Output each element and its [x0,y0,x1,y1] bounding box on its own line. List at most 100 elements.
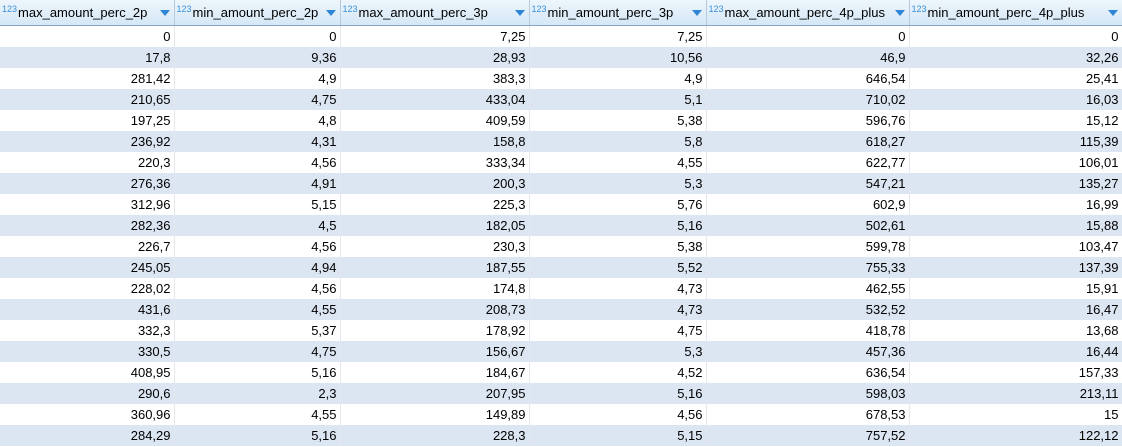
table-row[interactable]: 17,8 9,36 28,93 10,56 46,9 32,26 [0,47,1122,68]
table-cell[interactable]: 330,5 [0,341,175,362]
table-cell[interactable]: 281,42 [0,68,175,89]
table-cell[interactable]: 598,03 [706,383,910,404]
table-cell[interactable]: 622,77 [706,152,910,173]
table-cell[interactable]: 757,52 [706,425,910,446]
table-cell[interactable]: 208,73 [340,299,530,320]
table-cell[interactable]: 418,78 [706,320,910,341]
table-cell[interactable]: 409,59 [340,110,530,131]
table-cell[interactable]: 236,92 [0,131,175,152]
table-cell[interactable]: 17,8 [0,47,175,68]
column-header-min-amount-perc-3p[interactable]: 123 min_amount_perc_3p [529,0,707,26]
table-cell[interactable]: 16,47 [909,299,1122,320]
table-cell[interactable]: 333,34 [340,152,530,173]
table-cell[interactable]: 46,9 [706,47,910,68]
table-row[interactable]: 282,36 4,5 182,05 5,16 502,61 15,88 [0,215,1122,236]
table-cell[interactable]: 5,1 [529,89,707,110]
table-cell[interactable]: 15,88 [909,215,1122,236]
table-cell[interactable]: 602,9 [706,194,910,215]
table-cell[interactable]: 25,41 [909,68,1122,89]
table-cell[interactable]: 210,65 [0,89,175,110]
table-row[interactable]: 312,96 5,15 225,3 5,76 602,9 16,99 [0,194,1122,215]
table-cell[interactable]: 636,54 [706,362,910,383]
table-cell[interactable]: 4,5 [174,215,341,236]
table-row[interactable]: 236,92 4,31 158,8 5,8 618,27 115,39 [0,131,1122,152]
table-cell[interactable]: 547,21 [706,173,910,194]
table-cell[interactable]: 15,91 [909,278,1122,299]
table-cell[interactable]: 245,05 [0,257,175,278]
table-row[interactable]: 360,96 4,55 149,89 4,56 678,53 15 [0,404,1122,425]
column-header-max-amount-perc-4p-plus[interactable]: 123 max_amount_perc_4p_plus [706,0,910,26]
table-cell[interactable]: 5,8 [529,131,707,152]
table-cell[interactable]: 230,3 [340,236,530,257]
table-cell[interactable]: 433,04 [340,89,530,110]
column-header-max-amount-perc-3p[interactable]: 123 max_amount_perc_3p [340,0,530,26]
table-cell[interactable]: 178,92 [340,320,530,341]
table-cell[interactable]: 4,55 [174,299,341,320]
table-cell[interactable]: 408,95 [0,362,175,383]
table-cell[interactable]: 4,9 [529,68,707,89]
table-cell[interactable]: 4,55 [529,152,707,173]
table-cell[interactable]: 5,15 [529,425,707,446]
table-cell[interactable]: 755,33 [706,257,910,278]
table-cell[interactable]: 226,7 [0,236,175,257]
table-cell[interactable]: 32,26 [909,47,1122,68]
table-cell[interactable]: 197,25 [0,110,175,131]
table-cell[interactable]: 13,68 [909,320,1122,341]
table-cell[interactable]: 502,61 [706,215,910,236]
table-cell[interactable]: 599,78 [706,236,910,257]
table-row[interactable]: 408,95 5,16 184,67 4,52 636,54 157,33 [0,362,1122,383]
table-cell[interactable]: 182,05 [340,215,530,236]
table-cell[interactable]: 5,3 [529,173,707,194]
table-cell[interactable]: 4,31 [174,131,341,152]
table-cell[interactable]: 457,36 [706,341,910,362]
table-row[interactable]: 245,05 4,94 187,55 5,52 755,33 137,39 [0,257,1122,278]
column-header-max-amount-perc-2p[interactable]: 123 max_amount_perc_2p [0,0,175,26]
table-cell[interactable]: 5,15 [174,194,341,215]
table-cell[interactable]: 4,52 [529,362,707,383]
table-cell[interactable]: 290,6 [0,383,175,404]
table-cell[interactable]: 10,56 [529,47,707,68]
table-cell[interactable]: 4,75 [529,320,707,341]
table-cell[interactable]: 4,73 [529,278,707,299]
table-cell[interactable]: 220,3 [0,152,175,173]
chevron-down-icon[interactable] [514,9,525,16]
table-cell[interactable]: 0 [174,25,341,47]
chevron-down-icon[interactable] [691,9,702,16]
table-cell[interactable]: 225,3 [340,194,530,215]
table-cell[interactable]: 532,52 [706,299,910,320]
table-row[interactable]: 228,02 4,56 174,8 4,73 462,55 15,91 [0,278,1122,299]
table-cell[interactable]: 200,3 [340,173,530,194]
table-cell[interactable]: 122,12 [909,425,1122,446]
table-cell[interactable]: 618,27 [706,131,910,152]
table-row[interactable]: 330,5 4,75 156,67 5,3 457,36 16,44 [0,341,1122,362]
table-cell[interactable]: 4,56 [174,236,341,257]
table-cell[interactable]: 5,38 [529,110,707,131]
table-cell[interactable]: 4,8 [174,110,341,131]
table-cell[interactable]: 135,27 [909,173,1122,194]
table-cell[interactable]: 16,99 [909,194,1122,215]
chevron-down-icon[interactable] [325,9,336,16]
table-cell[interactable]: 5,16 [174,425,341,446]
table-cell[interactable]: 5,16 [529,383,707,404]
table-cell[interactable]: 4,56 [174,152,341,173]
table-cell[interactable]: 207,95 [340,383,530,404]
table-row[interactable]: 220,3 4,56 333,34 4,55 622,77 106,01 [0,152,1122,173]
table-row[interactable]: 431,6 4,55 208,73 4,73 532,52 16,47 [0,299,1122,320]
table-cell[interactable]: 5,52 [529,257,707,278]
chevron-down-icon[interactable] [159,9,170,16]
table-cell[interactable]: 2,3 [174,383,341,404]
table-row[interactable]: 197,25 4,8 409,59 5,38 596,76 15,12 [0,110,1122,131]
table-cell[interactable]: 15 [909,404,1122,425]
table-cell[interactable]: 213,11 [909,383,1122,404]
table-row[interactable]: 276,36 4,91 200,3 5,3 547,21 135,27 [0,173,1122,194]
table-cell[interactable]: 4,91 [174,173,341,194]
table-cell[interactable]: 678,53 [706,404,910,425]
column-header-min-amount-perc-4p-plus[interactable]: 123 min_amount_perc_4p_plus [909,0,1122,26]
table-cell[interactable]: 596,76 [706,110,910,131]
table-cell[interactable]: 16,44 [909,341,1122,362]
table-cell[interactable]: 276,36 [0,173,175,194]
table-cell[interactable]: 646,54 [706,68,910,89]
table-cell[interactable]: 187,55 [340,257,530,278]
table-cell[interactable]: 360,96 [0,404,175,425]
table-cell[interactable]: 462,55 [706,278,910,299]
